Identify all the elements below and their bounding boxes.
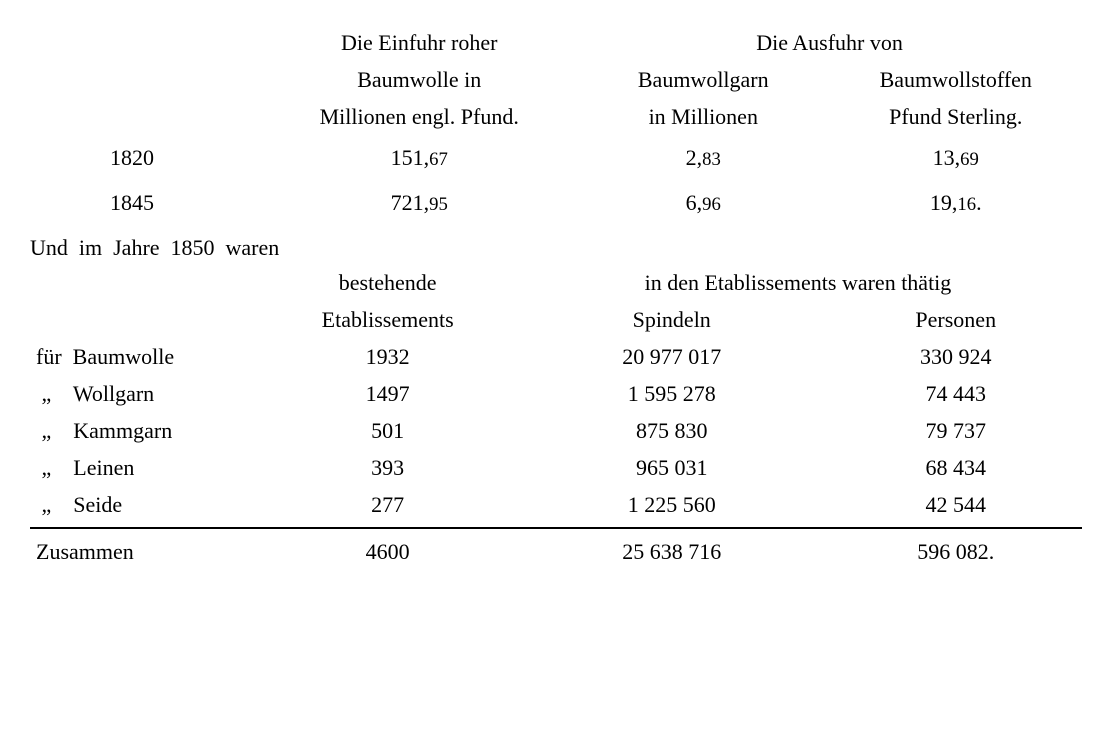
import-cell: 721,95 [261,180,577,225]
persons-cell: 68 434 [830,449,1083,486]
col2-header-line1: Die Einfuhr roher [261,24,577,61]
col3-header-line2: Baumwollgarn [577,61,829,98]
col4-header-line3: Pfund Sterling. [830,98,1083,135]
table2-row-baumwolle: für Baumwolle 1932 20 977 017 330 924 [30,338,1082,375]
persons-cell: 74 443 [830,375,1083,412]
est-cell: 501 [261,412,513,449]
spindles-cell: 20 977 017 [514,338,830,375]
material-label: für Baumwolle [30,338,261,375]
cloth-cell: 13,69 [830,135,1083,180]
persons-cell: 42 544 [830,486,1083,523]
col3-header-line3: in Millionen [577,98,829,135]
table2-total-row: Zusammen 4600 25 638 716 596 082. [30,528,1082,574]
yarn-cell: 2,83 [577,135,829,180]
table2-row-wollgarn: „ Wollgarn 1497 1 595 278 74 443 [30,375,1082,412]
est-cell: 393 [261,449,513,486]
material-label: „ Wollgarn [30,375,261,412]
col2-header-line1: bestehende [261,264,513,301]
col2-header-line3: Millionen engl. Pfund. [261,98,577,135]
spindles-cell: 1 225 560 [514,486,830,523]
table2-row-seide: „ Seide 277 1 225 560 42 544 [30,486,1082,523]
table2-row-leinen: „ Leinen 393 965 031 68 434 [30,449,1082,486]
material-label: „ Leinen [30,449,261,486]
table1-row-1845: 1845 721,95 6,96 19,16. [30,180,1082,225]
col4-header-line2: Baumwollstoffen [830,61,1083,98]
col2-header-line2: Etablissements [261,301,513,338]
table2-header-row1: bestehende in den Etablissements waren t… [30,264,1082,301]
total-spindles: 25 638 716 [514,528,830,574]
material-label: „ Kammgarn [30,412,261,449]
table1-header-row2: Baumwolle in Baumwollgarn Baumwollstoffe… [30,61,1082,98]
col3-header-line2: Spindeln [514,301,830,338]
imports-exports-table: Die Einfuhr roher Die Ausfuhr von Baumwo… [30,24,1082,225]
cloth-cell: 19,16. [830,180,1083,225]
table1-header-row3: Millionen engl. Pfund. in Millionen Pfun… [30,98,1082,135]
est-cell: 277 [261,486,513,523]
total-label: Zusammen [30,528,261,574]
table2-row-kammgarn: „ Kammgarn 501 875 830 79 737 [30,412,1082,449]
total-persons: 596 082. [830,528,1083,574]
intertext-1850: Und im Jahre 1850 waren [30,225,1082,264]
est-cell: 1497 [261,375,513,412]
spindles-cell: 965 031 [514,449,830,486]
import-cell: 151,67 [261,135,577,180]
persons-cell: 330 924 [830,338,1083,375]
table1-header-row1: Die Einfuhr roher Die Ausfuhr von [30,24,1082,61]
spindles-cell: 875 830 [514,412,830,449]
table1-row-1820: 1820 151,67 2,83 13,69 [30,135,1082,180]
col34-header-top: Die Ausfuhr von [577,24,1082,61]
yarn-cell: 6,96 [577,180,829,225]
total-est: 4600 [261,528,513,574]
est-cell: 1932 [261,338,513,375]
col2-header-line2: Baumwolle in [261,61,577,98]
col34-header-top: in den Etablissements waren thätig [514,264,1082,301]
establishments-table: bestehende in den Etablissements waren t… [30,264,1082,574]
table2-header-row2: Etablissements Spindeln Personen [30,301,1082,338]
material-label: „ Seide [30,486,261,523]
col4-header-line2: Personen [830,301,1083,338]
year-cell: 1820 [30,135,261,180]
year-cell: 1845 [30,180,261,225]
spindles-cell: 1 595 278 [514,375,830,412]
persons-cell: 79 737 [830,412,1083,449]
